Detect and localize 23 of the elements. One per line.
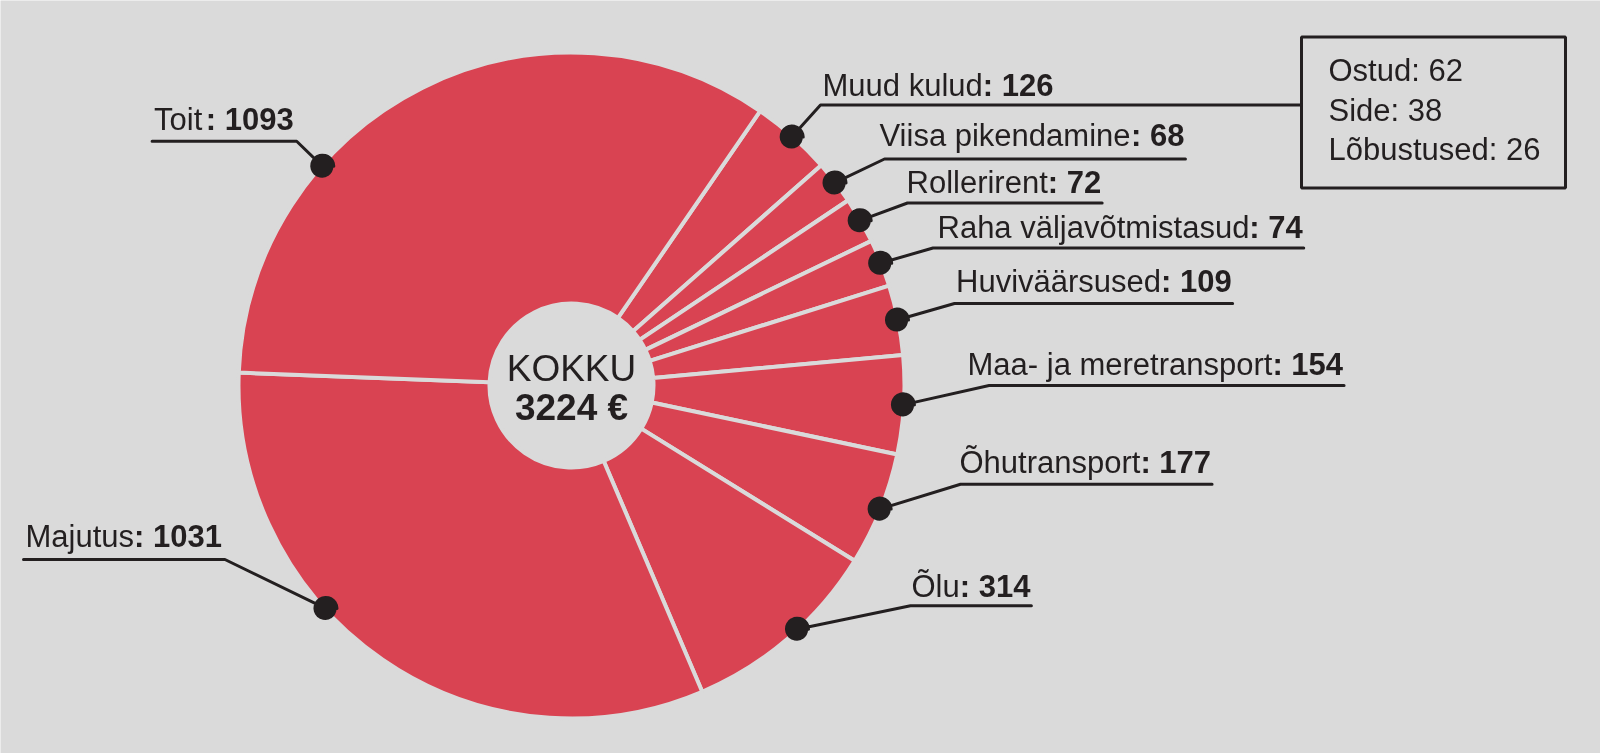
data-label: : 154 (1272, 346, 1344, 382)
text: Side: 38 (1328, 92, 1443, 128)
slice-label: Õlu (911, 568, 960, 604)
data-label: : 1093 (205, 102, 294, 138)
slice-label: Viisa pikendamine (879, 117, 1131, 153)
data-label: : 177 (1140, 445, 1212, 481)
slice-label: Muud kulud (822, 67, 983, 103)
data-label: : 72 (1047, 164, 1102, 200)
slice-label: Õhutransport (959, 445, 1141, 481)
data-label: : 109 (1161, 263, 1232, 299)
text: Lõbustused: 26 (1328, 132, 1541, 168)
data-label: : 126 (982, 67, 1054, 103)
data-label: : 1031 (134, 518, 222, 554)
slice-label: Maa- ja meretransport (967, 346, 1273, 382)
text: Ostud: 62 (1328, 53, 1463, 89)
slice-label: Majutus (25, 518, 135, 554)
data-label: : 74 (1249, 209, 1304, 245)
slice-label: Huviväärsused (956, 263, 1162, 299)
data-label: : 314 (959, 568, 1032, 604)
slice-label: Toit (154, 102, 203, 138)
slice-label: Raha väljavõtmistasud (937, 209, 1250, 245)
data-label: : 68 (1131, 117, 1185, 153)
slice-label: Rollerirent (906, 164, 1049, 200)
